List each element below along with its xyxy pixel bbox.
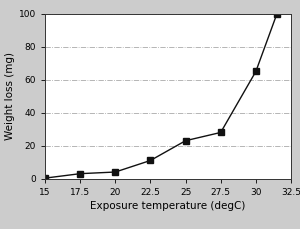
Cumulative weight loss [113, 171, 117, 173]
Line: Cumulative weight loss: Cumulative weight loss [42, 11, 280, 181]
Cumulative weight loss [219, 131, 223, 134]
Y-axis label: Weight loss (mg): Weight loss (mg) [4, 52, 15, 140]
Cumulative weight loss [275, 12, 279, 15]
Cumulative weight loss [43, 177, 47, 180]
Cumulative weight loss [78, 172, 82, 175]
Cumulative weight loss [254, 70, 258, 73]
Cumulative weight loss [184, 139, 188, 142]
X-axis label: Exposure temperature (degC): Exposure temperature (degC) [90, 201, 246, 211]
Cumulative weight loss [148, 159, 152, 162]
